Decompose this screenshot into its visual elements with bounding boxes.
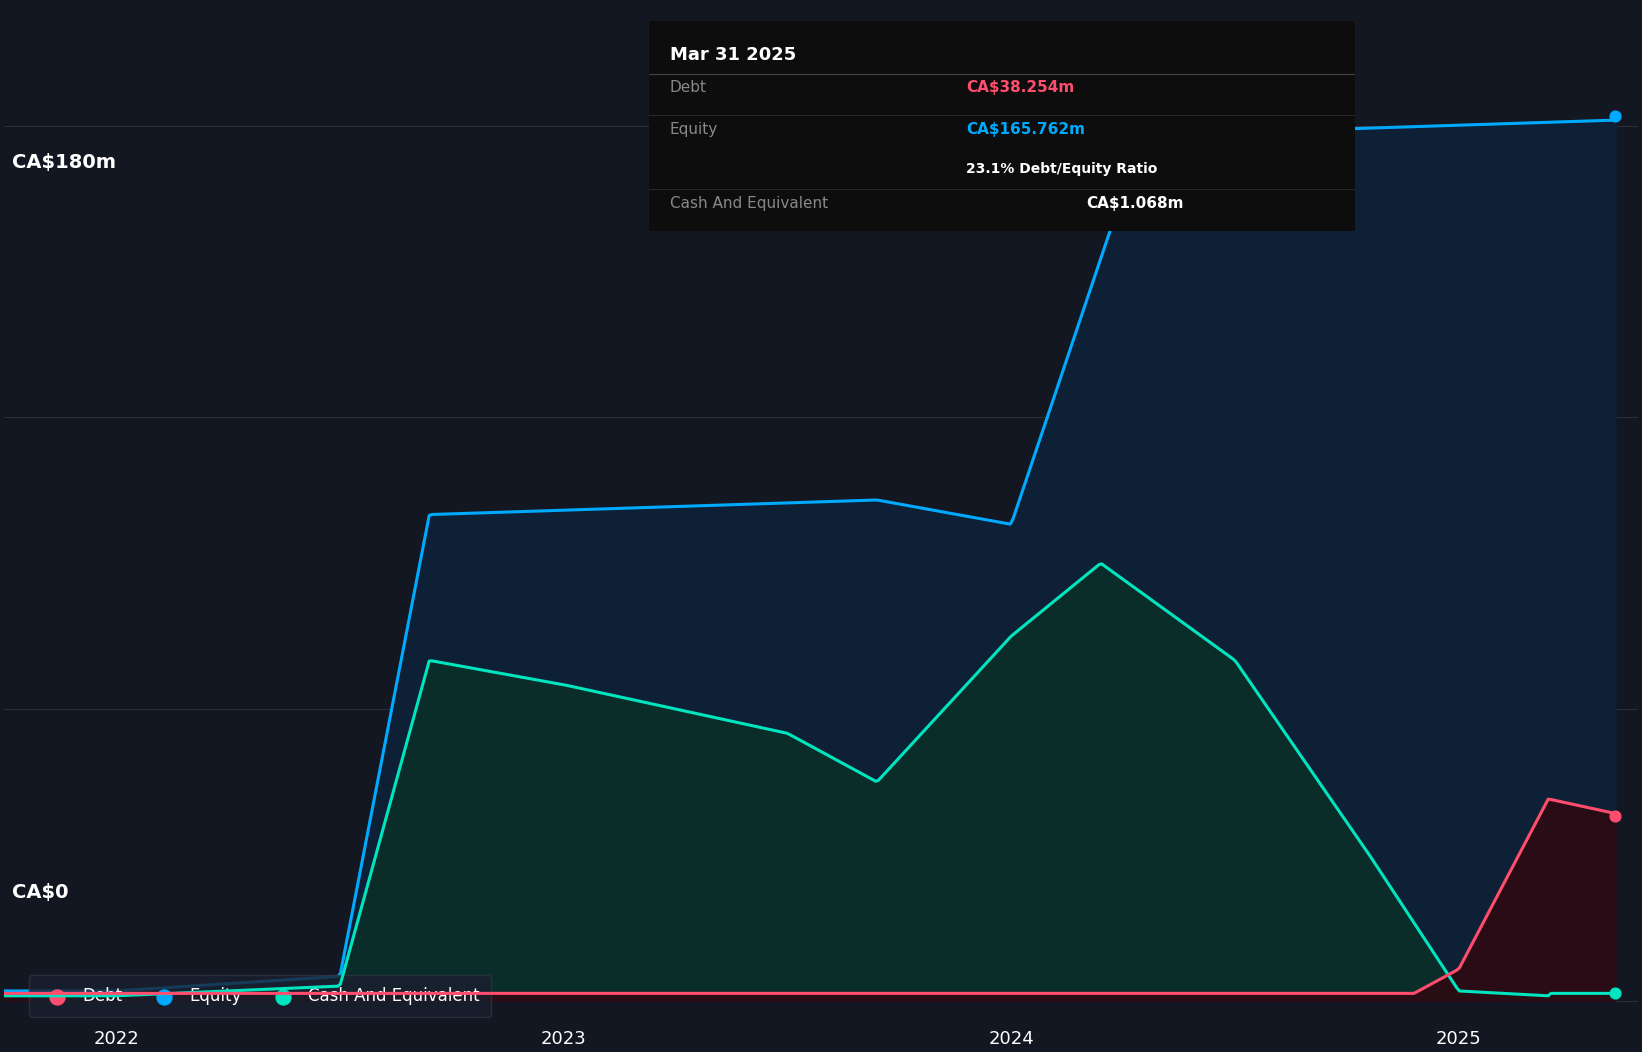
- Text: Debt: Debt: [670, 80, 706, 95]
- Legend: Debt, Equity, Cash And Equivalent: Debt, Equity, Cash And Equivalent: [30, 975, 491, 1016]
- Point: [1603, 808, 1629, 825]
- Text: CA$165.762m: CA$165.762m: [965, 122, 1085, 137]
- Text: 23.1% Debt/Equity Ratio: 23.1% Debt/Equity Ratio: [965, 162, 1158, 176]
- Point: [1603, 985, 1629, 1002]
- Text: Cash And Equivalent: Cash And Equivalent: [670, 196, 828, 210]
- Text: CA$180m: CA$180m: [13, 153, 117, 171]
- Text: CA$0: CA$0: [13, 883, 69, 902]
- Text: CA$1.068m: CA$1.068m: [1087, 196, 1184, 210]
- Text: Mar 31 2025: Mar 31 2025: [670, 46, 796, 64]
- Point: [1603, 107, 1629, 124]
- Text: CA$38.254m: CA$38.254m: [965, 80, 1074, 95]
- Text: Equity: Equity: [670, 122, 718, 137]
